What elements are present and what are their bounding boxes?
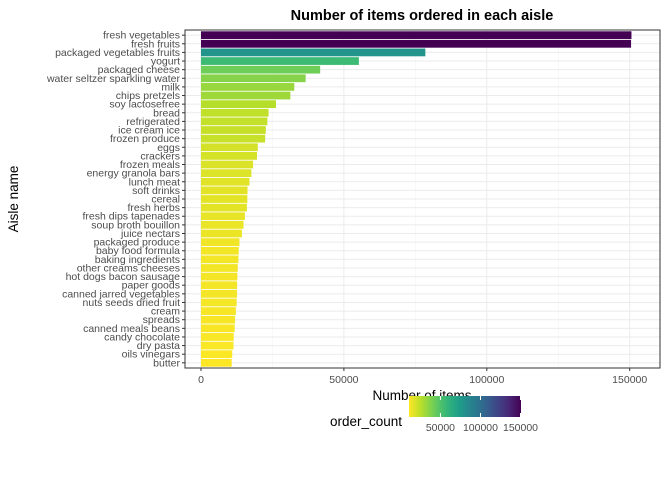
bar bbox=[201, 255, 239, 264]
bar bbox=[201, 298, 237, 307]
bar bbox=[201, 358, 232, 367]
y-tick-label: cream bbox=[151, 306, 180, 318]
bar bbox=[201, 307, 236, 315]
bar bbox=[201, 315, 236, 324]
legend-tick-label: 150000 bbox=[503, 422, 538, 434]
bar bbox=[201, 212, 245, 221]
bar bbox=[201, 100, 276, 109]
color-legend: order_count 50000 100000 150000 bbox=[330, 396, 538, 434]
y-tick-label: frozen meals bbox=[120, 159, 180, 171]
y-tick-label: energy granola bars bbox=[87, 168, 180, 180]
y-tick-label: soft drinks bbox=[132, 185, 180, 197]
x-axis: 0 50000 100000 150000 bbox=[198, 368, 647, 386]
bar bbox=[201, 160, 254, 169]
y-tick-label: ice cream ice bbox=[118, 125, 180, 137]
bar bbox=[201, 229, 242, 238]
y-tick-label: packaged produce bbox=[94, 237, 181, 249]
legend-ticks: 50000 100000 150000 bbox=[426, 396, 538, 434]
y-tick-label: candy chocolate bbox=[104, 331, 180, 343]
y-tick-label: dry pasta bbox=[137, 340, 180, 352]
y-tick-label: canned jarred vegetables bbox=[62, 288, 180, 300]
y-tick-label: cereal bbox=[151, 194, 180, 206]
bar bbox=[201, 272, 238, 281]
x-tick-label: 50000 bbox=[329, 374, 358, 386]
bar bbox=[201, 203, 247, 212]
bar bbox=[201, 281, 238, 290]
y-tick-label: refrigerated bbox=[126, 116, 180, 128]
x-tick-label: 0 bbox=[198, 374, 204, 386]
y-tick-label: fresh herbs bbox=[127, 202, 180, 214]
bar bbox=[201, 238, 240, 246]
bar bbox=[201, 289, 238, 298]
y-tick-label: butter bbox=[153, 357, 180, 369]
x-tick-label: 100000 bbox=[469, 374, 504, 386]
y-tick-label: lunch meat bbox=[129, 176, 180, 188]
y-axis-title: Aisle name bbox=[6, 166, 21, 233]
bar bbox=[201, 83, 295, 91]
legend-colorbar bbox=[409, 396, 521, 417]
legend-tick-label: 100000 bbox=[463, 422, 498, 434]
y-tick-label: fresh fruits bbox=[131, 38, 180, 50]
chart-title: Number of items ordered in each aisle bbox=[291, 8, 554, 24]
bar bbox=[201, 341, 234, 350]
y-tick-label: packaged vegetables fruits bbox=[55, 47, 180, 59]
bar bbox=[201, 31, 632, 40]
bar bbox=[201, 91, 291, 100]
x-tick-label: 150000 bbox=[612, 374, 647, 386]
bar bbox=[201, 169, 252, 178]
bar bbox=[201, 195, 248, 203]
y-tick-label: oils vinegars bbox=[122, 349, 180, 361]
y-tick-label: crackers bbox=[140, 150, 180, 162]
bar bbox=[201, 143, 258, 152]
bar bbox=[201, 39, 632, 48]
y-tick-label: milk bbox=[161, 81, 180, 93]
bar bbox=[201, 350, 233, 359]
y-tick-label: baking ingredients bbox=[95, 254, 180, 266]
y-tick-label: other creams cheeses bbox=[77, 262, 180, 274]
bar bbox=[201, 246, 239, 255]
y-tick-label: eggs bbox=[157, 142, 180, 154]
bar bbox=[201, 48, 426, 57]
bar bbox=[201, 74, 306, 83]
y-tick-label: soup broth bouillon bbox=[91, 219, 180, 231]
bar bbox=[201, 126, 266, 134]
y-tick-label: juice nectars bbox=[120, 228, 180, 240]
y-tick-label: fresh vegetables bbox=[103, 30, 180, 42]
y-tick-label: frozen produce bbox=[110, 133, 180, 145]
bar bbox=[201, 57, 359, 65]
y-tick-label: nuts seeds dried fruit bbox=[83, 297, 181, 309]
y-tick-label: canned meals beans bbox=[83, 323, 180, 335]
y-tick-label: spreads bbox=[143, 314, 180, 326]
y-tick-label: fresh dips tapenades bbox=[83, 211, 180, 223]
bar bbox=[201, 220, 244, 229]
bar bbox=[201, 264, 238, 272]
legend-title: order_count bbox=[330, 414, 402, 429]
bar bbox=[201, 108, 269, 117]
y-tick-label: chips pretzels bbox=[116, 90, 180, 102]
legend-tick-label: 50000 bbox=[426, 422, 455, 434]
y-tick-label: water seltzer sparkling water bbox=[46, 73, 181, 85]
bars-layer bbox=[201, 31, 632, 367]
y-tick-label: baby food formula bbox=[96, 245, 180, 257]
bar bbox=[201, 186, 248, 195]
bar bbox=[201, 333, 234, 341]
y-tick-label: soy lactosefree bbox=[109, 99, 180, 111]
bar bbox=[201, 134, 266, 143]
bar bbox=[201, 65, 321, 74]
bar bbox=[201, 324, 235, 333]
bar bbox=[201, 117, 268, 126]
bar bbox=[201, 177, 250, 186]
y-tick-label: yogurt bbox=[151, 56, 180, 68]
y-tick-label: bread bbox=[153, 107, 180, 119]
y-tick-label: hot dogs bacon sausage bbox=[66, 271, 181, 283]
bar bbox=[201, 152, 257, 160]
y-tick-label: packaged cheese bbox=[98, 64, 180, 76]
y-tick-label: paper goods bbox=[122, 280, 180, 292]
